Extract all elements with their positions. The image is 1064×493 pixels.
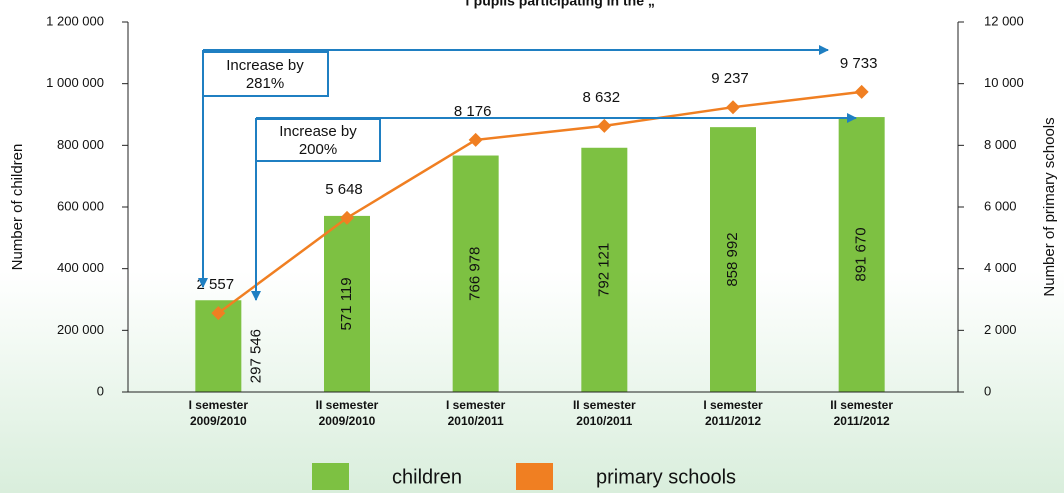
x-tick-label: II semester [316,398,379,412]
x-tick-label: 2011/2012 [834,414,890,428]
annotation: Increase by [226,57,304,74]
line-marker [468,132,483,147]
x-tick-label: II semester [830,398,893,412]
y2-tick-label: 4 000 [984,260,1017,275]
plot: 0 200 000 400 000 600 000 800 000 1 000 000 1 … [46,13,1024,428]
legend-swatch [312,463,349,490]
bar [838,117,885,392]
x-tick-label: I semester [703,398,763,412]
annotation: 200% [299,141,337,158]
line-value-label: 9 237 [711,70,749,87]
bar [581,147,628,392]
annotation-arrows [198,45,857,301]
legend-swatch [516,463,553,490]
legend-label: children [392,466,462,488]
line-value-label: 8 176 [454,103,492,120]
bar-value-label: 571 119 [338,277,355,330]
line-marker [726,100,740,115]
y-tick-label: 800 000 [57,137,104,152]
x-tick-label: I semester [189,398,249,412]
y-tick-label: 600 000 [57,198,104,213]
y-tick-label: 200 000 [57,322,104,337]
y2-tick-label: 12 000 [984,13,1024,28]
bar-value-label: 792 121 [595,243,612,297]
line-marker [340,210,354,225]
y2-tick-label: 8 000 [984,137,1017,152]
y-axis-title: Number of children [9,144,26,271]
bar [324,215,370,392]
x-tick-label: 2010/2011 [576,414,632,428]
x-tick-label: 2009/2010 [319,414,376,428]
y2-tick-label: 2 000 [984,322,1017,337]
legend-label: primary schools [596,466,736,488]
y-tick-label: 1 200 000 [46,13,104,28]
bar-value-label: 297 546 [247,329,264,383]
line [217,90,862,315]
bar-value-label: 766 978 [467,247,484,301]
annotation: Increase by [279,123,357,140]
y-tick-label: 400 000 [57,260,104,275]
bar [452,155,499,392]
y2-tick-label: 0 [984,383,991,398]
y2-tick-label: 10 000 [984,75,1024,90]
x-tick-label: 2010/2011 [448,414,504,428]
line-value-label: 8 632 [583,89,621,106]
chart-title: f pupils participating in the „ [465,0,655,9]
line-marker [854,84,869,99]
x-tick-label: 2009/2010 [190,414,247,428]
bar-value-label: 858 992 [724,232,741,286]
line-marker [597,118,612,133]
bar [710,127,756,392]
bar-value-label: 891 670 [853,227,870,281]
x-tick-label: 2011/2012 [705,414,761,428]
x-tick-label: I semester [446,398,506,412]
y-tick-label: 0 [97,383,104,398]
annotation: 281% [246,75,284,92]
line-marker [211,306,226,321]
y2-tick-label: 6 000 [984,198,1017,213]
x-tick-label: II semester [573,398,636,412]
line-value-label: 9 733 [840,55,878,72]
y-tick-label: 1 000 000 [46,75,104,90]
line-value-label: 5 648 [325,181,363,198]
y2-axis-title: Number of primary schools [1041,117,1058,296]
